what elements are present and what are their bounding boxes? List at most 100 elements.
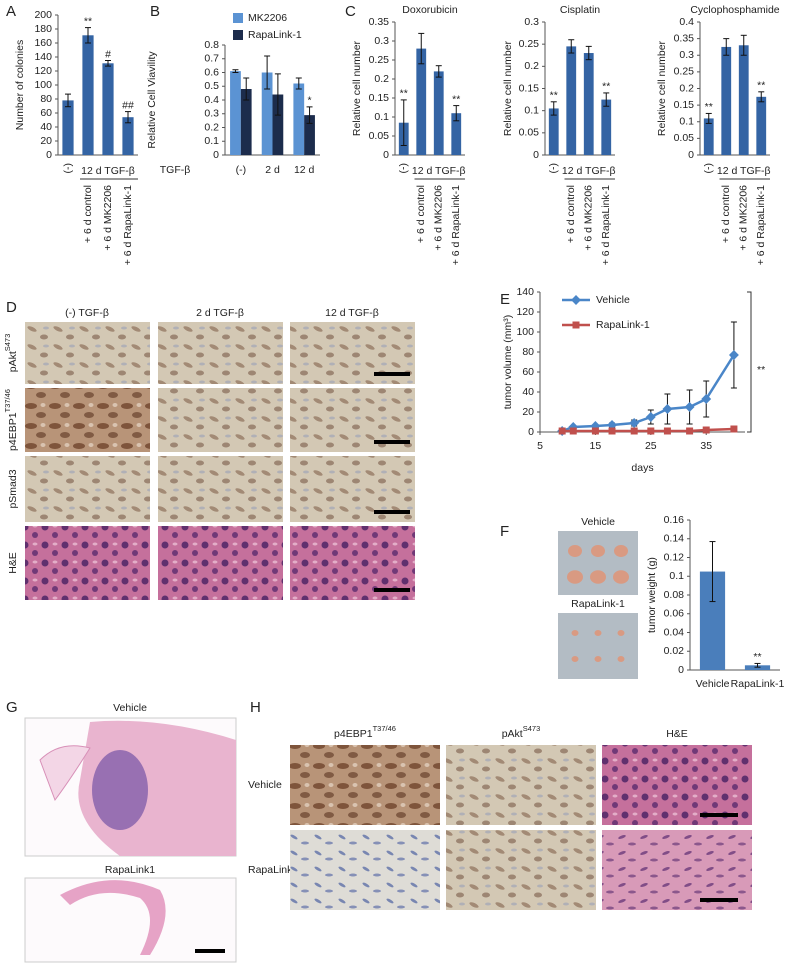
bar xyxy=(261,72,273,155)
y-tick-label: 60 xyxy=(40,107,52,119)
tumor xyxy=(590,570,606,584)
y-tick-label: 120 xyxy=(516,306,534,318)
tumor xyxy=(617,630,625,636)
x-tick-label: 35 xyxy=(700,440,712,452)
y-tick-label: 0.15 xyxy=(519,82,540,94)
y-tick-label: 0.06 xyxy=(664,608,685,620)
y-tick-label: 0.15 xyxy=(674,99,695,111)
micrograph xyxy=(25,526,150,600)
x-tick-label: + 6 d RapaLink-1 xyxy=(755,185,767,265)
micrograph xyxy=(290,830,440,910)
y-tick-label: 20 xyxy=(522,406,534,418)
y-tick-label: 0.25 xyxy=(369,54,390,66)
x-tick-label: (-) xyxy=(236,164,247,176)
row-label: Vehicle xyxy=(248,779,282,791)
legend-label: Vehicle xyxy=(596,294,630,306)
y-tick-label: 0.3 xyxy=(204,108,219,120)
y-tick-label: 0 xyxy=(383,149,389,161)
bar xyxy=(601,99,612,155)
photo-label: Vehicle xyxy=(581,516,615,528)
y-tick-label: 0.3 xyxy=(524,16,539,28)
y-tick-label: 20 xyxy=(40,135,52,147)
column-label-sup: T37/46 xyxy=(373,724,396,733)
marker xyxy=(647,427,655,435)
tumor xyxy=(594,630,602,636)
y-tick-label: 0.14 xyxy=(664,533,685,545)
marker xyxy=(591,427,599,435)
y-tick-label: 80 xyxy=(522,346,534,358)
row-label: pAktS473 xyxy=(3,334,18,373)
marker xyxy=(686,427,694,435)
photo-label: RapaLink-1 xyxy=(571,598,625,610)
bar xyxy=(548,108,559,155)
y-axis-label: Relative cell number xyxy=(502,40,514,136)
annotation: ** xyxy=(84,15,92,27)
y-tick-label: 0.05 xyxy=(369,130,390,142)
tumor xyxy=(613,570,629,584)
tumor xyxy=(591,545,605,557)
y-tick-label: 0.2 xyxy=(374,73,389,85)
bar xyxy=(416,48,427,155)
bar xyxy=(102,63,114,155)
legend-marker xyxy=(571,295,581,305)
y-tick-label: 0.35 xyxy=(369,16,390,28)
x-tick-label: Vehicle xyxy=(696,678,730,690)
scale-bar xyxy=(700,898,738,902)
marker xyxy=(702,426,710,434)
column-label-main: p4EBP1 xyxy=(334,728,373,740)
legend-swatch xyxy=(233,13,243,23)
group-label: 12 d TGF-β xyxy=(562,165,616,177)
x-tick-label: 12 d xyxy=(294,164,315,176)
marker xyxy=(662,404,673,414)
tissue xyxy=(92,750,148,830)
y-tick-label: 0.7 xyxy=(204,53,219,65)
y-tick-label: 180 xyxy=(34,23,52,35)
bar xyxy=(583,53,594,155)
marker xyxy=(629,418,640,428)
micrograph xyxy=(446,830,596,910)
y-tick-label: 0.08 xyxy=(664,589,685,601)
row-label-main: p4EBP1 xyxy=(7,412,19,451)
marker xyxy=(608,427,616,435)
y-tick-label: 0.04 xyxy=(664,626,685,638)
bar xyxy=(293,83,305,155)
scale-bar xyxy=(195,949,225,953)
bar xyxy=(230,71,241,155)
row-label: H&E xyxy=(7,552,19,574)
bar xyxy=(240,89,252,155)
y-tick-label: 0.05 xyxy=(519,127,540,139)
y-tick-label: 140 xyxy=(34,51,52,63)
y-tick-label: 0 xyxy=(213,149,219,161)
marker xyxy=(630,427,638,435)
panel-letter: G xyxy=(6,699,18,716)
bar xyxy=(738,45,749,155)
series-line xyxy=(562,427,734,433)
bar xyxy=(566,46,577,156)
y-axis-label: Relative cell number xyxy=(351,40,363,136)
section-label: RapaLink1 xyxy=(105,864,155,876)
marker xyxy=(645,412,656,422)
y-tick-label: 0.1 xyxy=(374,111,389,123)
x-tick-label: (-) xyxy=(703,163,715,174)
panel-letter: F xyxy=(500,523,509,540)
y-tick-label: 0.1 xyxy=(669,570,684,582)
annotation: ** xyxy=(452,93,460,105)
bar xyxy=(122,117,134,155)
panel-letter: E xyxy=(500,291,510,308)
y-tick-label: 0.6 xyxy=(204,66,219,78)
y-tick-label: 0 xyxy=(688,149,694,161)
y-tick-label: 40 xyxy=(40,121,52,133)
row-label-main: H&E xyxy=(7,552,19,574)
x-tick-label: 5 xyxy=(537,440,543,452)
y-tick-label: 80 xyxy=(40,93,52,105)
annotation: ** xyxy=(400,88,408,100)
bar xyxy=(304,115,315,155)
group-label: 12 d TGF-β xyxy=(412,165,466,177)
column-label: p4EBP1T37/46 xyxy=(334,724,396,739)
x-tick-label: 25 xyxy=(645,440,657,452)
marker xyxy=(607,420,617,430)
micrograph xyxy=(602,745,752,825)
annotation: ** xyxy=(602,81,610,93)
column-label-sup: S473 xyxy=(523,724,541,733)
y-tick-label: 160 xyxy=(34,37,52,49)
